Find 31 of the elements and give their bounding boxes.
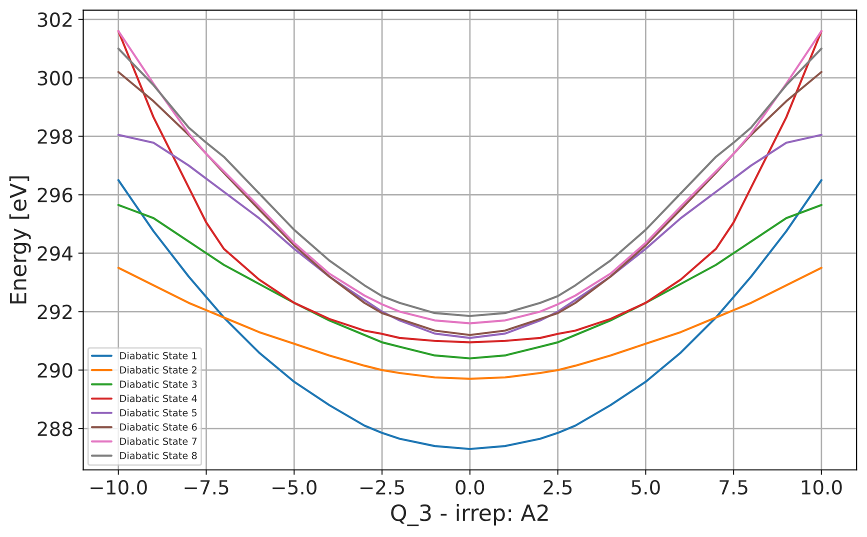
y-axis-title: Energy [eV] bbox=[9, 176, 31, 304]
line-series bbox=[117, 204, 822, 360]
y-tick-label: 288 bbox=[38, 421, 72, 436]
y-tick-label: 292 bbox=[38, 304, 72, 320]
legend-label: Diabatic State 7 bbox=[120, 437, 197, 445]
x-tick-label: −7.5 bbox=[184, 480, 228, 495]
x-tick-label: 7.5 bbox=[720, 480, 748, 495]
legend-label: Diabatic State 3 bbox=[120, 380, 197, 388]
y-tick-label: 298 bbox=[38, 129, 72, 144]
y-tick-label: 302 bbox=[38, 12, 72, 28]
x-tick-label: −2.5 bbox=[360, 480, 404, 495]
y-tick-label: 290 bbox=[38, 363, 72, 378]
y-tick-label: 300 bbox=[38, 70, 72, 86]
legend-label: Diabatic State 1 bbox=[120, 352, 197, 360]
legend-label: Diabatic State 4 bbox=[120, 394, 197, 402]
legend-label: Diabatic State 6 bbox=[120, 423, 197, 431]
x-tick-label: 0.0 bbox=[456, 480, 484, 495]
legend-label: Diabatic State 2 bbox=[120, 366, 196, 374]
line-series bbox=[117, 179, 822, 450]
x-tick-label: −5.0 bbox=[272, 480, 316, 495]
x-tick-label: −10.0 bbox=[90, 480, 147, 495]
y-tick-label: 296 bbox=[38, 188, 72, 202]
x-tick-label: 10.0 bbox=[802, 480, 842, 495]
x-tick-label: 5.0 bbox=[632, 480, 660, 495]
line-series bbox=[117, 266, 822, 380]
x-axis-title: Q_3 - irrep: A2 bbox=[391, 504, 548, 526]
line-series bbox=[117, 134, 822, 339]
x-tick-label: 2.5 bbox=[544, 480, 572, 495]
legend-label: Diabatic State 8 bbox=[120, 452, 197, 460]
y-tick-label: 294 bbox=[38, 246, 72, 261]
legend-label: Diabatic State 5 bbox=[120, 408, 197, 416]
